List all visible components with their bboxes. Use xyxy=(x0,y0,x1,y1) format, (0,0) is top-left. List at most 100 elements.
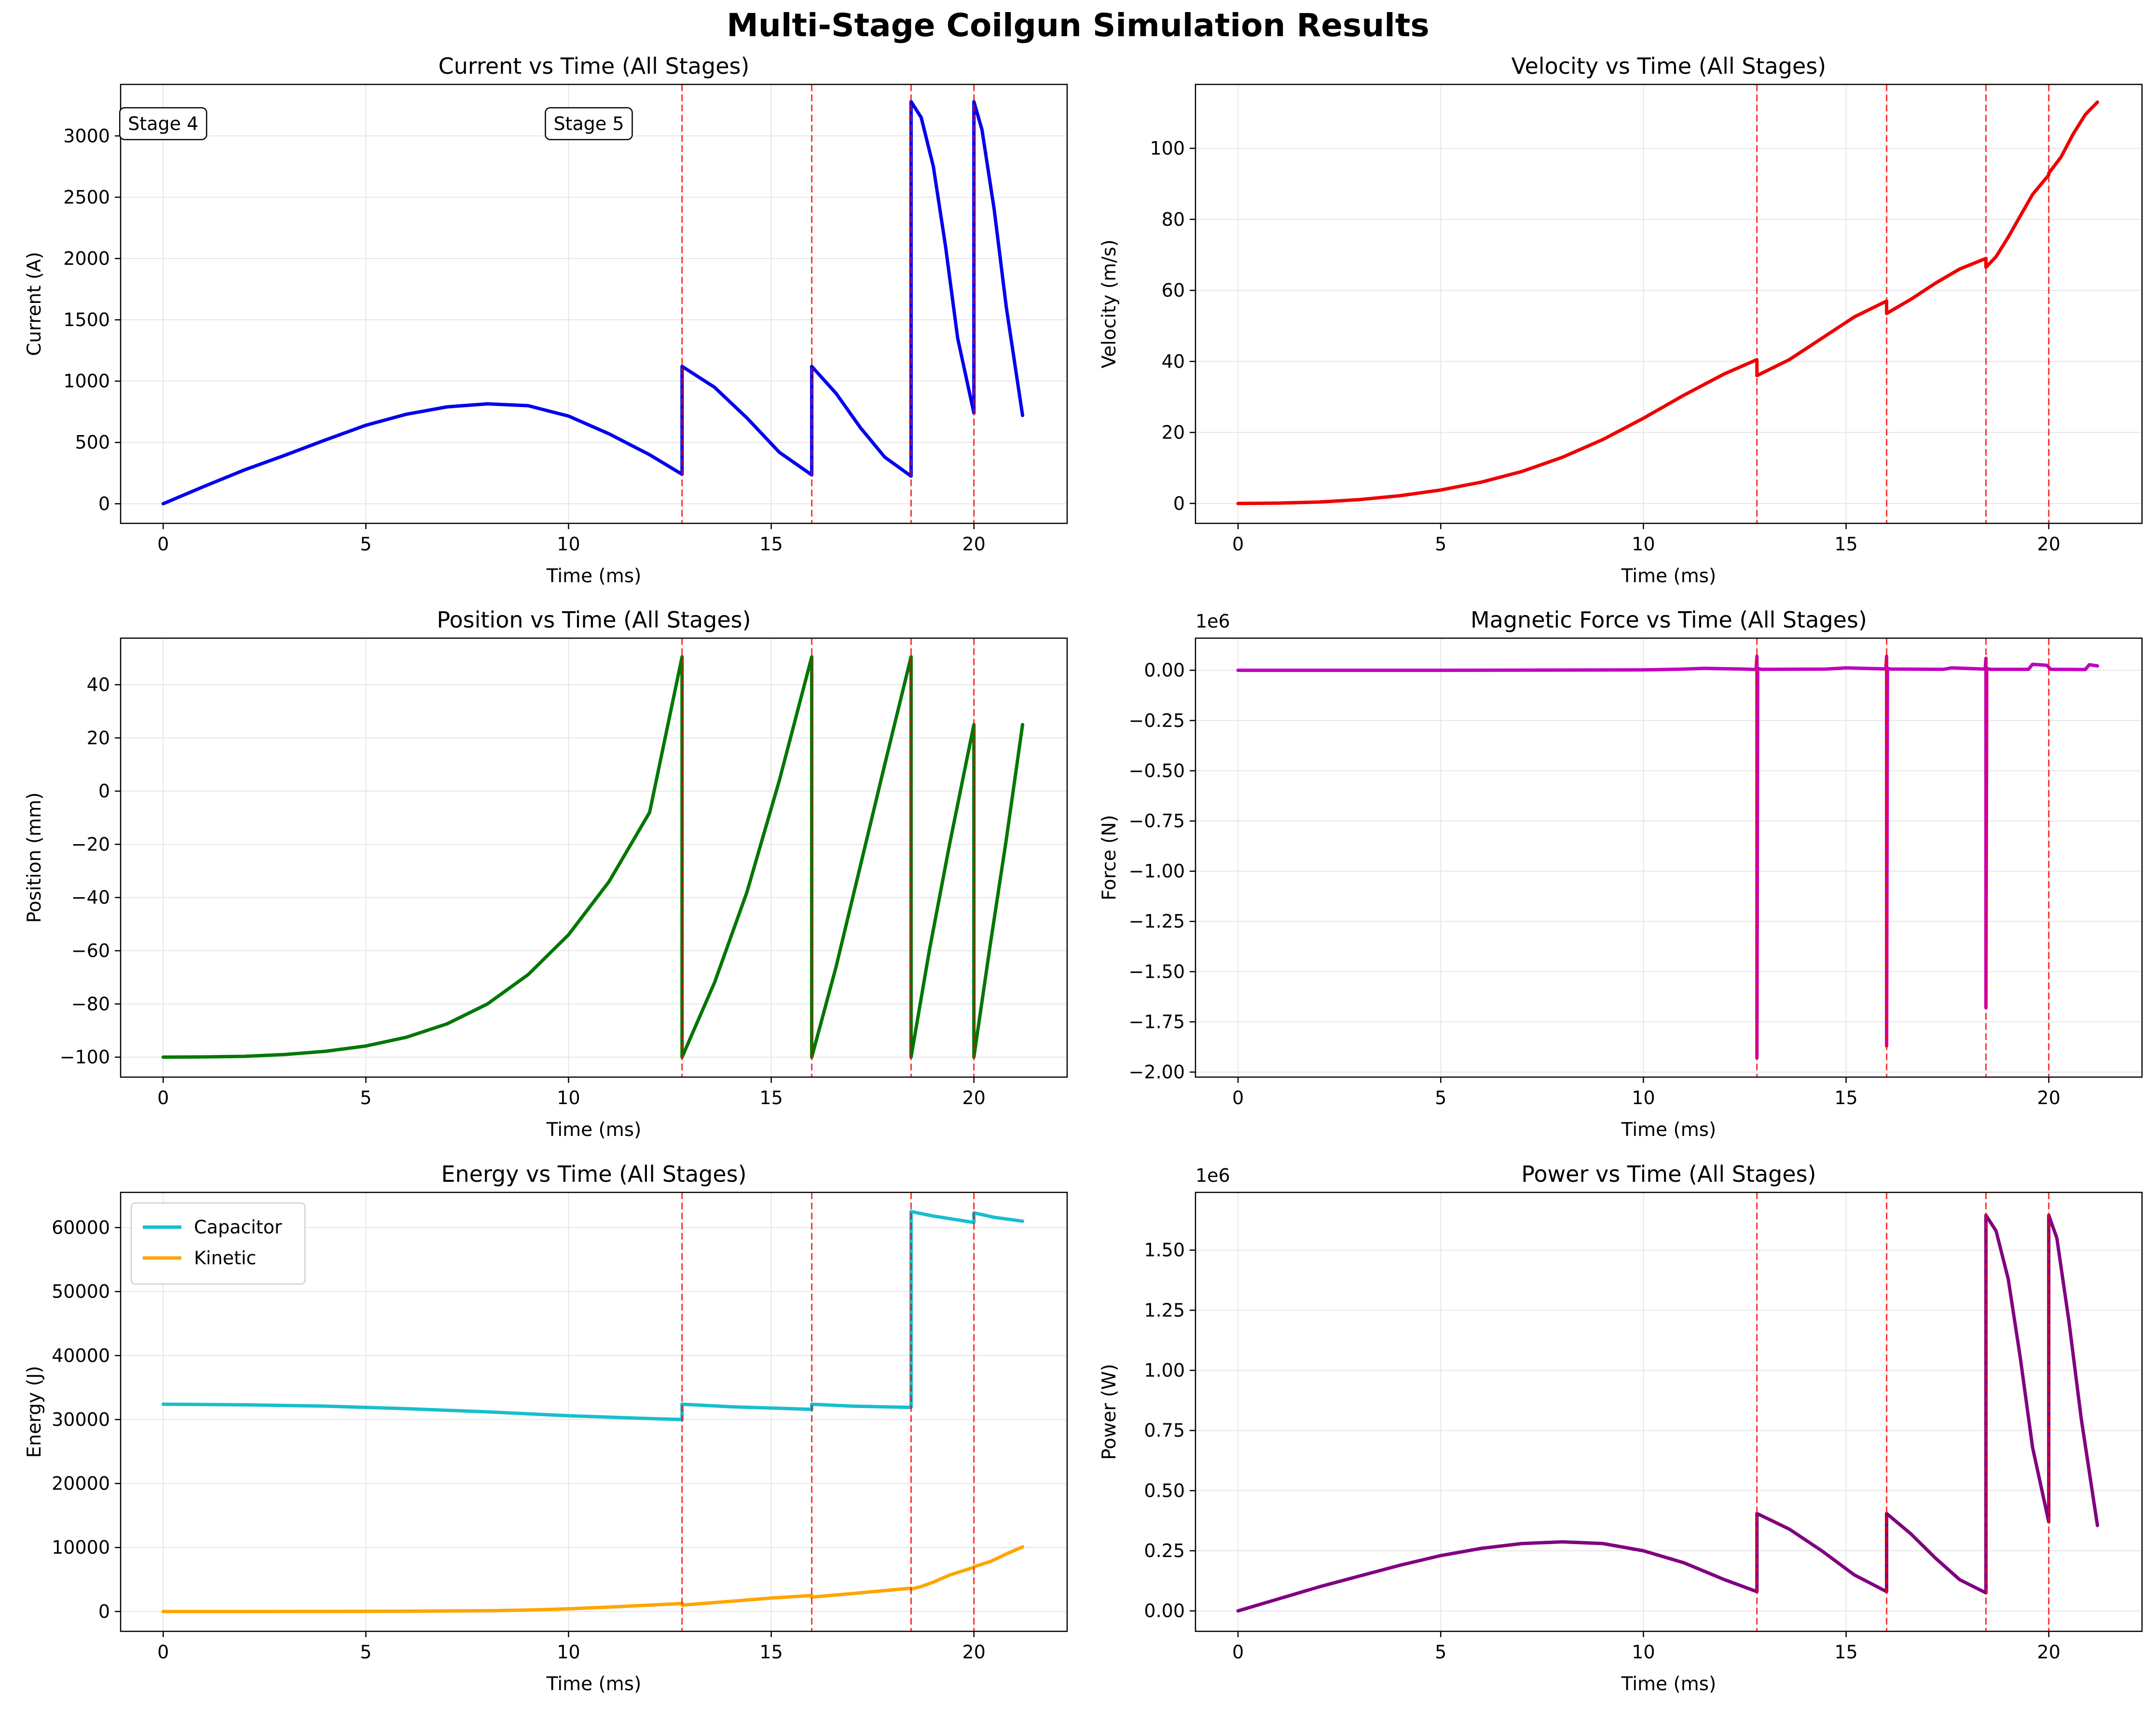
axes-frame xyxy=(120,637,1068,1078)
x-tick-label: 20 xyxy=(962,533,986,555)
x-tick-label: 20 xyxy=(2037,1641,2060,1663)
series-line-capacitor xyxy=(161,1210,1025,1422)
y-tick-label: 0.50 xyxy=(1144,1480,1185,1501)
y-tick-label: 0 xyxy=(98,1601,110,1622)
y-tick-label: 10000 xyxy=(52,1537,110,1558)
y-tick-label: −1.00 xyxy=(1129,861,1185,882)
axes-frame xyxy=(120,1191,1068,1632)
y-tick-label: 20000 xyxy=(52,1473,110,1494)
axis-offset-label: 1e6 xyxy=(1195,611,1230,632)
y-tick-label: −100 xyxy=(60,1047,110,1068)
panel-title: Power vs Time (All Stages) xyxy=(1521,1161,1816,1187)
y-axis-label: Power (W) xyxy=(1099,1364,1120,1460)
series-line-velocity xyxy=(1236,100,2100,506)
y-tick-label: 2000 xyxy=(63,248,110,269)
y-tick-label: 20 xyxy=(87,727,110,749)
plot-area xyxy=(1236,1192,2100,1631)
y-tick-label: −80 xyxy=(71,993,110,1014)
x-tick-label: 0 xyxy=(157,533,169,555)
x-tick-label: 15 xyxy=(759,1641,783,1663)
axes-frame xyxy=(1195,83,2143,524)
panel-title: Magnetic Force vs Time (All Stages) xyxy=(1470,607,1867,633)
y-tick-label: 30000 xyxy=(52,1409,110,1430)
panel-title: Position vs Time (All Stages) xyxy=(437,607,751,633)
y-tick-label: −2.00 xyxy=(1129,1062,1185,1083)
x-tick-label: 0 xyxy=(1232,533,1244,555)
series-line-kinetic xyxy=(161,1545,1025,1613)
x-tick-label: 0 xyxy=(1232,1087,1244,1108)
x-tick-label: 15 xyxy=(759,533,783,555)
x-axis-label: Time (ms) xyxy=(546,1119,642,1141)
plot-area xyxy=(161,638,1025,1077)
y-tick-label: 100 xyxy=(1150,138,1185,159)
series-line-force xyxy=(1236,655,2100,1060)
panel-velocity: 0 5 10 15 20 0 20 40 60 80 100 Velocity vs Time (Al… xyxy=(1099,53,2143,587)
x-axis-label: Time (ms) xyxy=(1621,1119,1717,1141)
y-tick-label: 500 xyxy=(75,432,110,453)
panel-title: Energy vs Time (All Stages) xyxy=(441,1161,746,1187)
series-line-current xyxy=(161,100,1025,506)
x-tick-label: 10 xyxy=(557,1087,580,1108)
panel-power: 0 5 10 15 20 0.00 0.25 0.50 0.75 1.00 1.25 1.50 Powe… xyxy=(1099,1161,2143,1695)
y-axis-label: Current (A) xyxy=(24,252,45,356)
x-tick-label: 15 xyxy=(759,1087,783,1108)
y-tick-label: 1.25 xyxy=(1144,1299,1185,1321)
y-tick-label: 1500 xyxy=(63,309,110,330)
x-tick-label: 20 xyxy=(962,1087,986,1108)
x-tick-label: 15 xyxy=(1834,1087,1857,1108)
axes-frame xyxy=(1195,1191,2143,1632)
x-tick-label: 15 xyxy=(1834,1641,1857,1663)
stage-annotation-box xyxy=(545,107,633,140)
y-tick-label: −0.50 xyxy=(1129,760,1185,781)
legend-box xyxy=(130,1202,306,1285)
x-axis-label: Time (ms) xyxy=(546,565,642,587)
x-tick-label: 5 xyxy=(360,1087,371,1108)
x-axis-label: Time (ms) xyxy=(546,1673,642,1695)
plot-area xyxy=(161,84,1025,523)
x-tick-label: 5 xyxy=(1435,533,1446,555)
y-tick-label: 0.25 xyxy=(1144,1540,1185,1561)
legend-label: Kinetic xyxy=(194,1247,256,1269)
figure-title: Multi-Stage Coilgun Simulation Results xyxy=(727,7,1429,44)
y-axis-label: Energy (J) xyxy=(24,1366,45,1458)
panel-energy: 0 5 10 15 20 0 10000 20000 30000 40000 50000 60000 E… xyxy=(24,1161,1068,1695)
y-tick-label: −0.75 xyxy=(1129,810,1185,832)
y-tick-label: 40 xyxy=(87,674,110,696)
y-tick-label: 40000 xyxy=(52,1345,110,1366)
plot-area xyxy=(1236,638,2100,1077)
x-tick-label: 0 xyxy=(157,1087,169,1108)
y-tick-label: 1.00 xyxy=(1144,1360,1185,1381)
y-axis-label: Velocity (m/s) xyxy=(1099,239,1120,368)
panel-title: Current vs Time (All Stages) xyxy=(439,53,750,79)
axes-frame xyxy=(120,83,1068,524)
x-tick-label: 0 xyxy=(157,1641,169,1663)
y-tick-label: 50000 xyxy=(52,1281,110,1302)
y-tick-label: 1000 xyxy=(63,370,110,392)
y-tick-label: −1.75 xyxy=(1129,1011,1185,1032)
y-tick-label: 40 xyxy=(1162,351,1185,372)
y-axis-label: Position (mm) xyxy=(24,793,45,923)
y-tick-label: 0 xyxy=(98,780,110,802)
panel-current: 0 5 10 15 20 0 500 1000 1500 2000 2500 3000 Current … xyxy=(24,53,1068,587)
y-tick-label: −60 xyxy=(71,940,110,961)
y-tick-label: 60000 xyxy=(52,1217,110,1238)
x-tick-label: 5 xyxy=(1435,1641,1446,1663)
y-tick-label: 0 xyxy=(98,493,110,514)
plot-area xyxy=(161,1192,1025,1631)
x-tick-label: 5 xyxy=(360,533,371,555)
y-tick-label: 0.75 xyxy=(1144,1420,1185,1441)
x-tick-label: 10 xyxy=(1632,1641,1655,1663)
y-tick-label: 3000 xyxy=(63,125,110,147)
stage-annotation-box xyxy=(119,107,207,140)
x-tick-label: 15 xyxy=(1834,533,1857,555)
y-tick-label: −0.25 xyxy=(1129,710,1185,731)
y-tick-label: −1.25 xyxy=(1129,911,1185,932)
panel-force: 0 5 10 15 20 −2.00 −1.75 −1.50 −1.25 −1.00 −0.75 −0… xyxy=(1099,607,2143,1141)
y-tick-label: −20 xyxy=(71,834,110,855)
x-tick-label: 10 xyxy=(1632,533,1655,555)
x-tick-label: 10 xyxy=(1632,1087,1655,1108)
y-tick-label: 60 xyxy=(1162,280,1185,301)
x-tick-label: 0 xyxy=(1232,1641,1244,1663)
series-line-power xyxy=(1236,1213,2100,1613)
